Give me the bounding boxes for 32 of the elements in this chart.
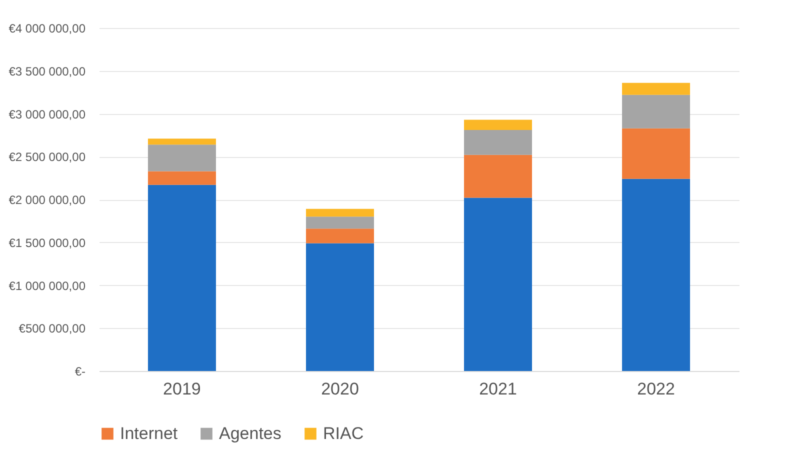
bar xyxy=(464,120,532,130)
bar xyxy=(148,184,216,371)
bar xyxy=(306,216,374,229)
bar xyxy=(148,138,216,145)
legend-label: Internet xyxy=(120,424,178,443)
bar xyxy=(306,208,374,217)
bar xyxy=(622,178,690,371)
y-tick-label: €3 000 000,00 xyxy=(8,107,86,122)
legend-label: RIAC xyxy=(323,424,364,443)
y-tick-label: €500 000,00 xyxy=(18,322,86,336)
bar xyxy=(622,82,690,95)
bar xyxy=(148,144,216,172)
x-tick-label: 2020 xyxy=(321,380,359,398)
y-tick-label: €4 000 000,00 xyxy=(8,22,86,36)
y-tick-label: €- xyxy=(74,364,86,378)
x-tick-label: 2022 xyxy=(637,380,675,398)
bar xyxy=(464,130,532,155)
y-tick-label: €1 000 000,00 xyxy=(8,278,86,293)
bar xyxy=(622,128,690,179)
x-tick-label: 2019 xyxy=(163,380,201,398)
y-tick-label: €2 000 000,00 xyxy=(8,193,86,207)
bar xyxy=(464,198,532,371)
bar xyxy=(306,228,374,244)
bar xyxy=(464,154,532,198)
y-tick-label: €3 500 000,00 xyxy=(8,64,86,78)
y-tick-label: €1 500 000,00 xyxy=(8,236,86,250)
legend-label: Agentes xyxy=(219,424,282,443)
bar xyxy=(148,171,216,185)
y-tick-label: €2 500 000,00 xyxy=(8,150,86,164)
bar xyxy=(306,243,374,371)
x-tick-label: 2021 xyxy=(479,380,517,398)
bar xyxy=(622,94,690,128)
